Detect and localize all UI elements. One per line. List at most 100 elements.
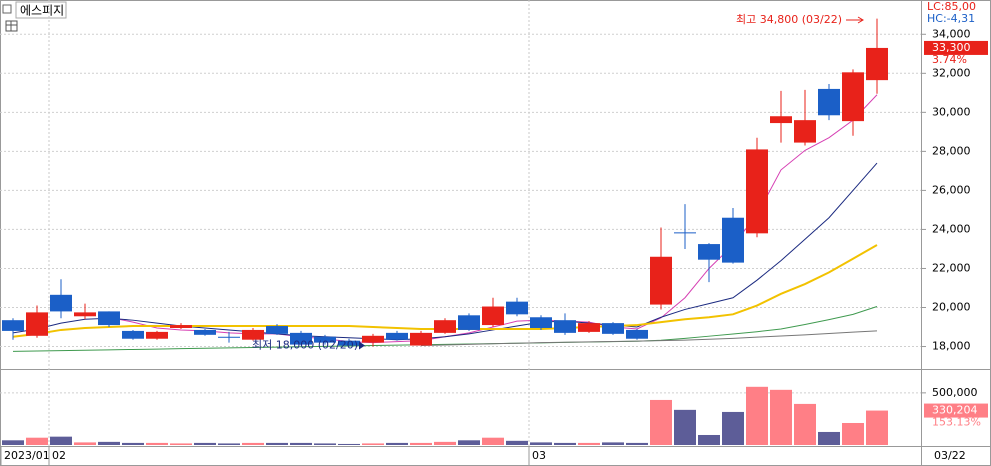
- last-price-box: [924, 40, 988, 55]
- volume-bar: [482, 437, 504, 445]
- volume-bar: [290, 442, 312, 445]
- volume-bar: [122, 442, 144, 445]
- last-volume-box: [924, 403, 988, 418]
- candle-body: [578, 323, 600, 332]
- candle-body: [602, 323, 624, 334]
- candle-body: [26, 312, 48, 336]
- volume-bar: [314, 443, 336, 445]
- change-label: 3.74%: [932, 53, 967, 66]
- volume-bar: [602, 442, 624, 445]
- candle-body: [74, 312, 96, 317]
- candle-body: [362, 335, 384, 343]
- candle-body: [626, 329, 648, 339]
- candle-body: [698, 244, 720, 260]
- candle-body: [410, 332, 432, 346]
- volume-bar: [626, 442, 648, 445]
- x-tick-label: 03: [532, 449, 546, 462]
- volume-bar: [794, 403, 816, 445]
- candle-body: [194, 329, 216, 335]
- volume-change-label: 153.13%: [932, 416, 981, 429]
- y-tick-label: 500,000: [932, 386, 978, 399]
- x-tick-label: 02: [52, 449, 66, 462]
- y-tick-label: 34,000: [932, 27, 971, 40]
- high-annotation: 최고 34,800 (03/22): [736, 13, 842, 26]
- volume-bar: [698, 434, 720, 445]
- volume-bar: [410, 442, 432, 445]
- volume-bar: [2, 440, 24, 445]
- volume-bar: [170, 443, 192, 445]
- candle-body: [482, 306, 504, 326]
- menu-icon[interactable]: [2, 4, 12, 14]
- candle-body: [242, 329, 264, 340]
- title-box: [15, 1, 67, 19]
- lc-label: LC:85,00: [927, 0, 976, 13]
- volume-bar: [74, 442, 96, 445]
- candle-body: [146, 331, 168, 339]
- volume-bar: [146, 442, 168, 445]
- volume-bar: [674, 409, 696, 445]
- volume-bar: [218, 443, 240, 445]
- candle-body: [458, 315, 480, 330]
- last-volume-label: 330,204: [932, 404, 978, 417]
- volume-bar: [242, 442, 264, 445]
- volume-bar: [770, 389, 792, 445]
- volume-bar: [578, 442, 600, 445]
- candle-body: [554, 320, 576, 333]
- candle-body: [434, 320, 456, 333]
- chart-title: 에스피지: [20, 4, 64, 18]
- volume-bar: [362, 443, 384, 445]
- y-tick-label: 18,000: [932, 340, 971, 353]
- last-price-label: 33,300: [932, 41, 971, 54]
- candle-body: [170, 325, 192, 328]
- arrow: [846, 16, 864, 24]
- volume-bar: [458, 440, 480, 445]
- candle-body: [866, 47, 888, 81]
- candle-body: [314, 336, 336, 343]
- x-end-label: 03/22: [934, 449, 966, 462]
- candle-body: [290, 332, 312, 345]
- candle-body: [266, 326, 288, 334]
- y-tick-label: 26,000: [932, 183, 971, 196]
- volume-bar: [554, 442, 576, 445]
- moving-average-line: [420, 330, 878, 347]
- x-tick-label: 2023/01: [4, 449, 50, 462]
- y-tick-label: 30,000: [932, 105, 971, 118]
- moving-average-line: [12, 306, 878, 352]
- volume-bar: [194, 442, 216, 445]
- volume-bar: [842, 422, 864, 445]
- candle-body: [2, 320, 24, 331]
- volume-bar: [338, 443, 360, 445]
- y-tick-label: 28,000: [932, 144, 971, 157]
- candle-body: [842, 72, 864, 122]
- candle-body: [218, 336, 240, 338]
- arrow: [359, 341, 365, 350]
- volume-bar: [650, 399, 672, 445]
- volume-bar: [26, 437, 48, 445]
- y-tick-label: 20,000: [932, 301, 971, 314]
- low-annotation: 최저 18,000 (02/20): [252, 339, 358, 352]
- volume-bar: [530, 442, 552, 445]
- volume-bar: [746, 386, 768, 445]
- volume-bar: [434, 441, 456, 445]
- candle-body: [386, 332, 408, 340]
- candle-body: [770, 116, 792, 124]
- candle-body: [722, 217, 744, 263]
- y-tick-label: 24,000: [932, 222, 971, 235]
- candle-body: [818, 88, 840, 116]
- moving-average-line: [12, 162, 878, 341]
- candle-body: [746, 149, 768, 234]
- candle-body: [338, 340, 360, 346]
- candle-body: [530, 317, 552, 328]
- y-tick-label: 22,000: [932, 261, 971, 274]
- volume-bar: [386, 442, 408, 445]
- candle-body: [122, 330, 144, 339]
- candle-body: [674, 232, 696, 234]
- volume-bar: [266, 442, 288, 445]
- volume-bar: [98, 441, 120, 445]
- volume-bar: [50, 436, 72, 445]
- volume-bar: [506, 440, 528, 445]
- candle-body: [98, 311, 120, 326]
